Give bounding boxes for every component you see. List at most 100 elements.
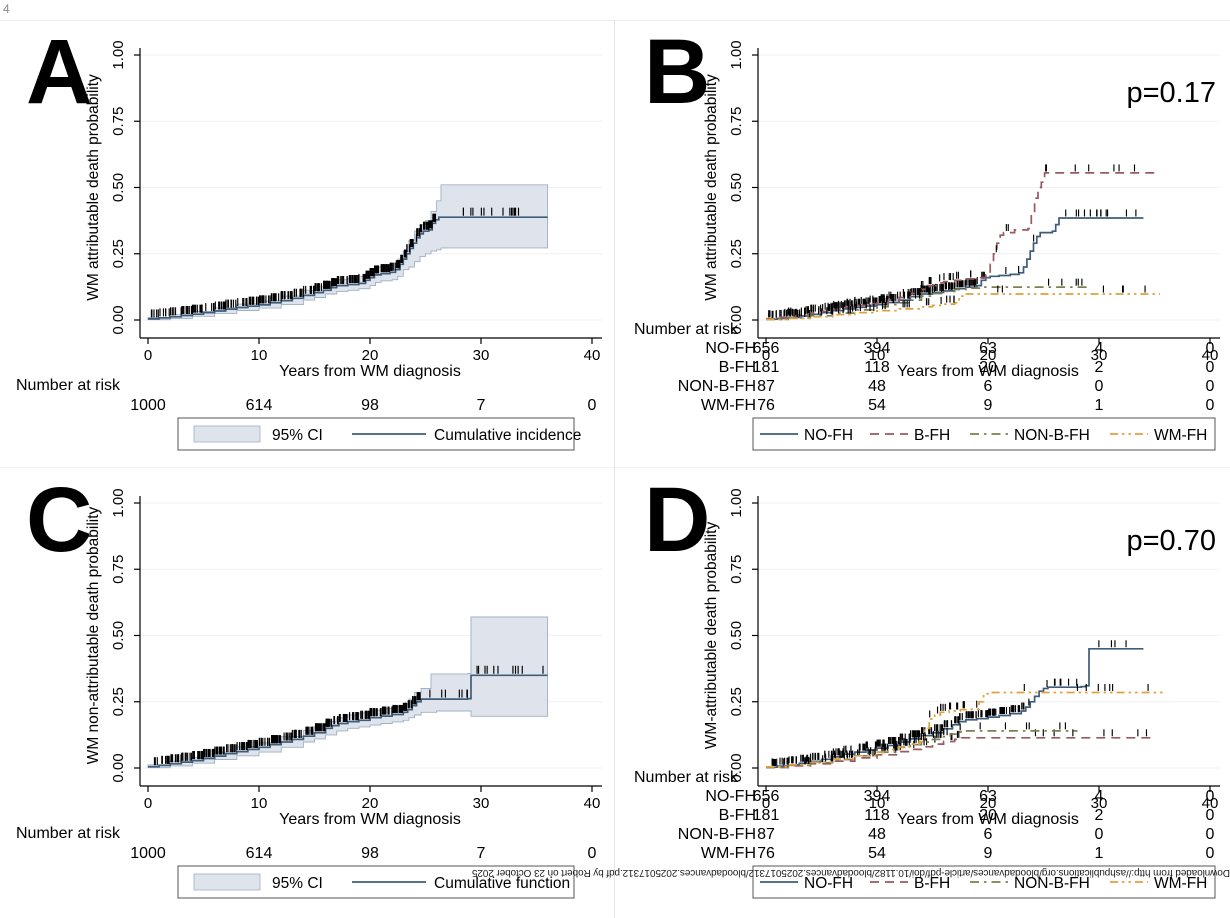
middle-divider-line xyxy=(0,467,1230,468)
series-b-fh xyxy=(766,172,1155,320)
journal-watermark: Downloaded from http://ashpublications.o… xyxy=(472,867,1230,878)
svg-text:10: 10 xyxy=(869,347,886,364)
svg-text:B-FH: B-FH xyxy=(914,875,950,892)
y-axis-title: WM attributable death probability xyxy=(85,74,102,301)
svg-text:0.75: 0.75 xyxy=(728,555,745,584)
top-divider-line xyxy=(0,20,1230,21)
svg-text:98: 98 xyxy=(361,845,379,862)
svg-text:0: 0 xyxy=(1206,826,1215,843)
svg-text:NON-B-FH: NON-B-FH xyxy=(1014,427,1090,444)
svg-text:394: 394 xyxy=(864,788,891,805)
svg-text:20: 20 xyxy=(979,807,997,824)
svg-text:10: 10 xyxy=(869,795,886,812)
svg-text:1.00: 1.00 xyxy=(728,40,745,69)
svg-text:0: 0 xyxy=(1095,378,1104,395)
censor-ticks xyxy=(796,285,1146,317)
censor-ticks xyxy=(771,278,1083,318)
svg-text:0.50: 0.50 xyxy=(728,621,745,650)
panel-a: A 0.00 0.25 0.50 0.75 1.00 0 10 20 30 40 Years fro… xyxy=(0,20,612,470)
svg-text:40: 40 xyxy=(1202,347,1219,364)
svg-text:0: 0 xyxy=(1206,807,1215,824)
svg-text:0.75: 0.75 xyxy=(110,555,127,584)
svg-text:181: 181 xyxy=(753,807,780,824)
svg-text:Cumulative incidence: Cumulative incidence xyxy=(434,427,581,444)
svg-text:0: 0 xyxy=(1095,826,1104,843)
svg-text:2: 2 xyxy=(1095,359,1104,376)
ci-band xyxy=(147,184,549,321)
svg-text:NON-B-FH: NON-B-FH xyxy=(678,826,756,843)
svg-text:656: 656 xyxy=(753,340,780,357)
risk-table-label: Number at risk xyxy=(634,321,739,338)
censor-ticks xyxy=(150,207,520,318)
svg-text:40: 40 xyxy=(584,347,601,364)
svg-text:10: 10 xyxy=(251,795,268,812)
svg-text:40: 40 xyxy=(584,795,601,812)
svg-text:0: 0 xyxy=(1206,340,1215,357)
risk-table: Number at risk 1000 614 98 7 0 xyxy=(16,377,597,414)
svg-text:0.00: 0.00 xyxy=(728,753,745,782)
svg-text:4: 4 xyxy=(1095,788,1104,805)
series-cumulative-incidence xyxy=(148,216,548,320)
svg-text:87: 87 xyxy=(757,378,775,395)
svg-text:0.25: 0.25 xyxy=(728,239,745,268)
svg-text:0: 0 xyxy=(762,347,770,364)
svg-text:54: 54 xyxy=(868,397,886,414)
svg-text:0.50: 0.50 xyxy=(728,173,745,202)
svg-text:NON-B-FH: NON-B-FH xyxy=(678,378,756,395)
legend-band-swatch xyxy=(193,425,261,443)
svg-text:0: 0 xyxy=(588,845,597,862)
svg-text:20: 20 xyxy=(980,347,997,364)
svg-text:614: 614 xyxy=(246,397,273,414)
svg-text:1.00: 1.00 xyxy=(728,488,745,517)
svg-text:0.50: 0.50 xyxy=(110,621,127,650)
svg-text:NO-FH: NO-FH xyxy=(705,340,756,357)
legend: NO-FH B-FH NON-B-FH WM-FH xyxy=(752,865,1216,899)
svg-text:NO-FH: NO-FH xyxy=(804,427,853,444)
censor-ticks xyxy=(771,683,1149,766)
panel-c-letter: C xyxy=(26,469,93,571)
panel-c: C 0.00 0.25 0.50 0.75 1.00 0 10 20 30 40 Years fro… xyxy=(0,468,612,918)
svg-text:2: 2 xyxy=(1095,807,1104,824)
svg-text:40: 40 xyxy=(1202,795,1219,812)
risk-table-label: Number at risk xyxy=(16,377,121,394)
svg-text:B-FH: B-FH xyxy=(719,359,756,376)
svg-text:0: 0 xyxy=(1206,397,1215,414)
svg-text:614: 614 xyxy=(246,845,273,862)
svg-text:0: 0 xyxy=(1206,845,1215,862)
svg-text:WM-FH: WM-FH xyxy=(701,397,756,414)
svg-text:0.25: 0.25 xyxy=(110,687,127,716)
censor-ticks xyxy=(773,729,1148,766)
series-cumulative-function xyxy=(148,674,548,768)
svg-text:181: 181 xyxy=(753,359,780,376)
svg-text:7: 7 xyxy=(477,397,486,414)
svg-text:118: 118 xyxy=(864,359,890,376)
svg-text:0.00: 0.00 xyxy=(110,305,127,334)
x-axis-title: Years from WM diagnosis xyxy=(279,811,461,828)
svg-text:48: 48 xyxy=(868,826,886,843)
svg-text:95% CI: 95% CI xyxy=(272,427,323,444)
svg-text:20: 20 xyxy=(362,347,379,364)
series-no-fh xyxy=(766,647,1144,769)
svg-text:WM-FH: WM-FH xyxy=(701,845,756,862)
svg-text:0: 0 xyxy=(144,795,152,812)
svg-text:0.50: 0.50 xyxy=(110,173,127,202)
panel-a-plot: 0.00 0.25 0.50 0.75 1.00 0 10 20 30 40 Years from … xyxy=(16,40,602,451)
svg-text:20: 20 xyxy=(980,795,997,812)
svg-text:1: 1 xyxy=(1095,845,1104,862)
svg-text:WM-FH: WM-FH xyxy=(1154,875,1207,892)
svg-text:WM-FH: WM-FH xyxy=(1154,427,1207,444)
vertical-divider-line xyxy=(614,20,615,918)
x-axis-title: Years from WM diagnosis xyxy=(897,363,1079,380)
svg-text:118: 118 xyxy=(864,807,890,824)
svg-text:76: 76 xyxy=(757,397,775,414)
svg-text:30: 30 xyxy=(473,795,490,812)
risk-table-label: Number at risk xyxy=(16,825,121,842)
